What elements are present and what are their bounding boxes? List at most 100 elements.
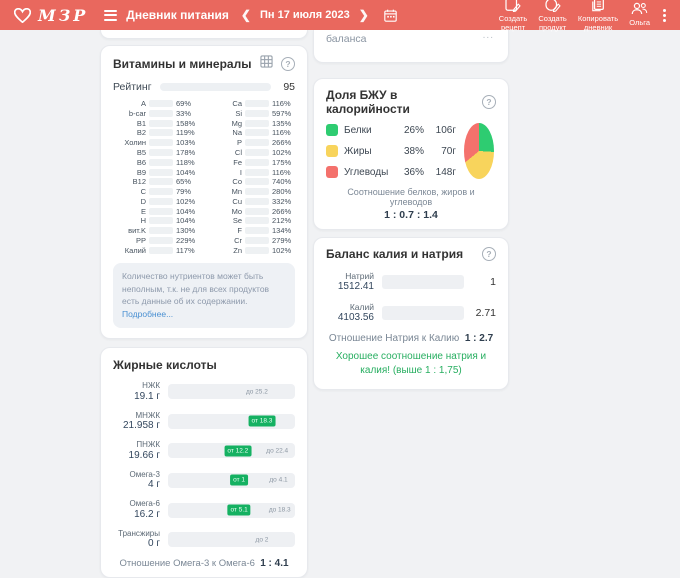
nutrient-row[interactable]: Ca 116%	[209, 99, 295, 108]
fatty-row[interactable]: НЖК 19.1 г до 25.2	[113, 381, 295, 403]
nutrient-row[interactable]: B12 65%	[113, 177, 199, 187]
nutrient-row[interactable]: Na 116%	[209, 128, 295, 137]
nutrient-percent: 178%	[176, 148, 196, 157]
fatty-bar: от 18.3	[168, 413, 295, 429]
nutrient-bar	[245, 109, 269, 117]
ratio-value: 1 : 2.7	[464, 333, 494, 345]
nutrient-row[interactable]: I 116%	[209, 167, 295, 177]
action-label: Копировать	[577, 14, 619, 24]
nutrient-row[interactable]: Cr 279%	[209, 236, 295, 245]
nutrient-row[interactable]: P 266%	[209, 138, 295, 147]
nutrient-row[interactable]: Cl 102%	[209, 148, 295, 157]
nutrient-name: B2	[136, 128, 146, 138]
fatty-rows: НЖК 19.1 г до 25.2 МНЖК 21.958 г	[113, 381, 295, 551]
fatty-bar: до 2	[168, 532, 295, 548]
nutrient-row[interactable]: D 102%	[113, 196, 199, 206]
question-icon[interactable]: ?	[482, 247, 496, 261]
nutrient-row[interactable]: B6 118%	[113, 157, 199, 167]
nutrient-percent: 102%	[272, 148, 292, 157]
nutrient-row[interactable]: Zn 102%	[209, 246, 295, 255]
cutoff-card-left	[100, 30, 308, 39]
nutrient-row[interactable]: F 134%	[209, 226, 295, 236]
nutrient-row[interactable]: b-car 33%	[113, 109, 199, 118]
range-marker: от 18.3	[248, 415, 276, 427]
hamburger-icon[interactable]	[104, 9, 118, 21]
nutrient-row[interactable]: PP 229%	[113, 236, 199, 245]
nutrient-bar	[245, 207, 269, 215]
nutrient-row[interactable]: B9 104%	[113, 167, 199, 177]
nutrient-name: A	[140, 99, 146, 109]
balance-status-text: Хорошее соотношение натрия и калия! (выш…	[335, 351, 487, 376]
rating-row: Рейтинг 95	[113, 81, 295, 93]
nutrient-row[interactable]: вит.K 130%	[113, 226, 199, 235]
question-icon[interactable]: ?	[281, 57, 295, 71]
user-menu[interactable]: Ольга	[629, 2, 650, 27]
legend-swatch	[326, 166, 338, 178]
fatty-row[interactable]: ПНЖК 19.66 г от 12.2 до 22.4	[113, 440, 295, 462]
nutrient-name: Mo	[231, 206, 242, 216]
mineral-name: Натрий	[345, 271, 374, 281]
nutrient-row[interactable]: B1 158%	[113, 119, 199, 128]
balance-label: Натрий 1512.41	[326, 271, 374, 293]
copy-diary-button[interactable]: Копировать дневник	[578, 0, 618, 32]
nutrient-row[interactable]: A 69%	[113, 99, 199, 109]
nutrient-row[interactable]: Co 740%	[209, 177, 295, 186]
create-recipe-button[interactable]: Создать рецепт	[499, 0, 527, 32]
nutrient-percent: 102%	[176, 196, 196, 206]
fatty-acids-panel: Жирные кислоты НЖК 19.1 г до 25.2	[100, 346, 308, 578]
balance-panel: Баланс калия и натрия ? Натрий 1512.41 1	[313, 237, 509, 391]
nutrient-name: Si	[235, 108, 242, 118]
fatty-name: Омега-3	[129, 469, 160, 479]
nutrient-row[interactable]: Mn 280%	[209, 187, 295, 196]
fatty-row[interactable]: МНЖК 21.958 г от 18.3	[113, 411, 295, 433]
nutrient-name: F	[237, 226, 242, 236]
nutrient-row[interactable]: Cu 332%	[209, 197, 295, 206]
chevron-right-icon[interactable]: ❯	[358, 8, 369, 22]
balance-ratio-number: 1	[490, 276, 496, 289]
fatty-row[interactable]: Омега-6 16.2 г от 5.1 до 18.3	[113, 499, 295, 521]
nutrient-percent: 266%	[272, 206, 292, 216]
nutrient-row[interactable]: Si 597%	[209, 108, 295, 118]
nutrient-name: D	[140, 196, 146, 206]
nutrient-bar	[149, 119, 173, 127]
nutrient-row[interactable]: E 104%	[113, 207, 199, 216]
nutrient-row[interactable]: Калий 117%	[113, 245, 199, 255]
nutrient-row[interactable]: Fe 175%	[209, 158, 295, 167]
more-link[interactable]: Подробнее...	[122, 309, 174, 320]
nutrient-name: Калий	[124, 245, 146, 255]
legend-percent: 38%	[403, 145, 424, 157]
table-icon[interactable]	[260, 55, 273, 73]
kebab-icon[interactable]	[663, 8, 666, 22]
nutrient-name: I	[239, 167, 242, 177]
nutrient-name: B12	[132, 177, 146, 187]
nutrient-row[interactable]: B5 178%	[113, 148, 199, 157]
legend-row: Жиры 38% 70г	[326, 145, 456, 157]
nutrient-row[interactable]: H 104%	[113, 216, 199, 225]
fatty-row[interactable]: Омега-3 4 г от 1 до 4.1	[113, 470, 295, 492]
app-logo[interactable]: МЗР	[14, 6, 88, 25]
create-product-button[interactable]: Создать продукт	[538, 0, 567, 32]
nutrient-percent: 103%	[176, 138, 196, 148]
nutrient-bar	[245, 100, 269, 108]
fatty-label: Омега-3 4 г	[113, 470, 160, 492]
chevron-left-icon[interactable]: ❮	[240, 8, 251, 22]
nutrient-row[interactable]: Mo 266%	[209, 206, 295, 216]
legend-grams: 106г	[435, 124, 456, 136]
nutrient-row[interactable]: Холин 103%	[113, 138, 199, 148]
nutrient-name: Se	[232, 216, 242, 226]
nutrient-bar	[149, 197, 173, 205]
legend-percent: 26%	[403, 124, 424, 136]
fatty-name: Трансжиры	[118, 528, 160, 538]
nutrient-row[interactable]: B2 119%	[113, 128, 199, 138]
nutrient-name: B9	[136, 167, 146, 177]
current-date[interactable]: Пн 17 июля 2023	[259, 9, 350, 21]
nutrient-percent: 118%	[176, 157, 195, 167]
fatty-row[interactable]: Трансжиры 0 г до 2	[113, 529, 295, 551]
question-icon[interactable]: ?	[482, 95, 496, 109]
bju-panel: Доля БЖУ в калорийности ? Белки 26% 106г…	[313, 78, 509, 230]
fatty-bar: от 1 до 4.1	[168, 472, 295, 488]
calendar-icon[interactable]	[383, 9, 397, 22]
nutrient-row[interactable]: C 79%	[113, 187, 199, 196]
nutrient-row[interactable]: Se 212%	[209, 216, 295, 226]
nutrient-row[interactable]: Mg 135%	[209, 119, 295, 128]
